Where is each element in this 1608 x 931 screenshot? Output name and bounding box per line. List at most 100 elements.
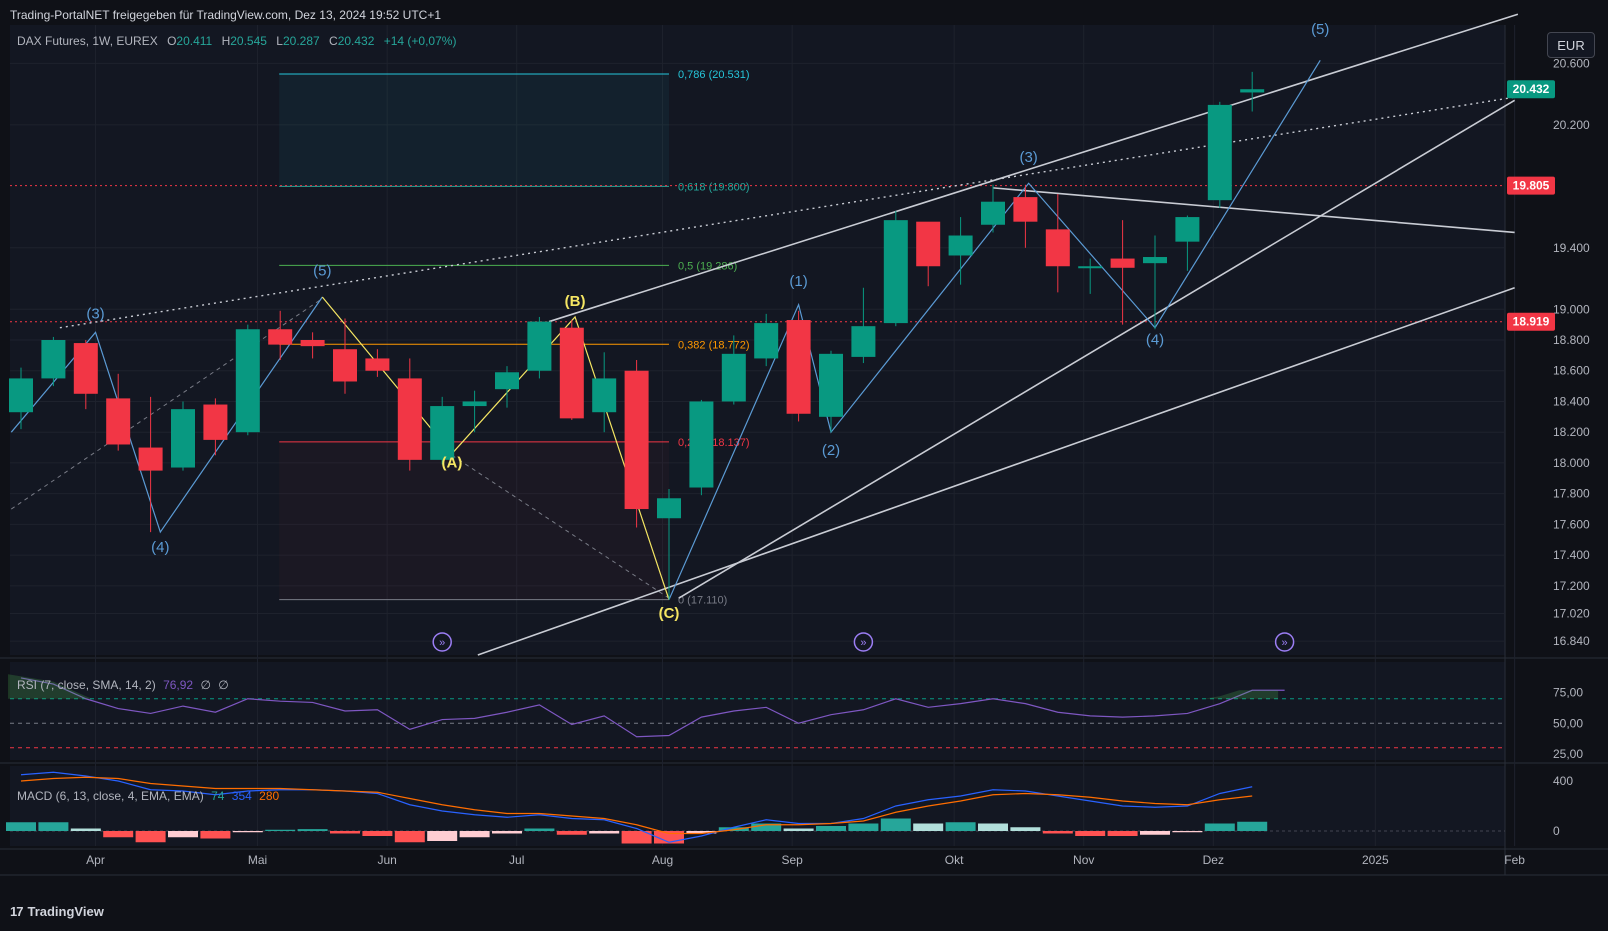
candle-body — [851, 326, 876, 357]
price-axis-label: 18.600 — [1553, 364, 1590, 378]
price-badge — [1507, 80, 1555, 99]
elliott-wave-label: (C) — [659, 605, 680, 622]
rsi-pane — [10, 662, 1505, 760]
macd-histogram-bar — [621, 831, 652, 844]
macd-value-signal: 280 — [259, 789, 280, 803]
price-axis-label: 19.000 — [1553, 302, 1590, 316]
macd-histogram-bar — [945, 822, 976, 831]
rsi-extra-1: ∅ — [200, 678, 211, 692]
candle-body — [171, 409, 195, 468]
time-axis-label: Aug — [652, 853, 673, 867]
elliott-wave-label: (A) — [442, 455, 463, 472]
elliott-wave-label: (5) — [313, 262, 331, 279]
event-marker-icon — [1274, 632, 1295, 652]
macd-histogram-bar — [265, 829, 296, 831]
candle-body — [365, 358, 390, 371]
fib-zone — [279, 74, 669, 187]
close-label: C — [329, 34, 338, 48]
candle-body — [754, 323, 779, 359]
macd-histogram-bar — [913, 823, 944, 831]
fib-level-label: 0,618 (19.800) — [678, 181, 750, 193]
candle-body — [1143, 257, 1167, 264]
currency-button[interactable]: EUR — [1547, 32, 1595, 58]
elliott-wave-label: (4) — [1146, 332, 1164, 349]
macd-histogram-bar — [362, 831, 393, 836]
macd-histogram-bar — [168, 831, 198, 838]
published-by-text: Trading-PortalNET freigegeben für Tradin… — [10, 8, 442, 22]
tradingview-logo-icon: 17 — [10, 904, 24, 919]
fib-level-label: 0,382 (18.772) — [678, 339, 750, 351]
macd-histogram-bar — [589, 831, 620, 834]
time-axis-label: 2025 — [1362, 853, 1389, 867]
macd-histogram-bar — [524, 828, 555, 831]
price-axis-label: 20.600 — [1553, 56, 1590, 70]
rsi-value: 76,92 — [163, 678, 194, 692]
price-axis-label: 17.600 — [1553, 517, 1590, 531]
candle-body — [883, 220, 908, 324]
candle-body — [333, 349, 357, 382]
rsi-overbought-fill — [1203, 690, 1279, 699]
macd-histogram-bar — [880, 818, 911, 831]
event-marker-icon — [432, 632, 452, 652]
fib-level-label: 0 (17.110) — [678, 595, 727, 607]
elliott-wave-label: (4) — [151, 539, 169, 556]
symbol-legend: DAX Futures, 1W, EUREX O20.411 H20.545 L… — [17, 34, 456, 48]
candle-body — [300, 340, 325, 347]
macd-histogram-bar — [459, 831, 490, 838]
macd-histogram-bar — [70, 828, 101, 831]
tradingview-logo[interactable]: 17 TradingView — [10, 904, 104, 919]
candle-body — [495, 372, 519, 390]
rsi-axis-label: 50,00 — [1553, 716, 1583, 730]
rsi-legend[interactable]: RSI (7, close, SMA, 14, 2) 76,92 ∅ ∅ — [17, 678, 229, 692]
macd-histogram-bar — [330, 831, 360, 834]
macd-histogram-bar — [200, 831, 231, 839]
time-axis-label: Dez — [1203, 853, 1224, 867]
macd-histogram-bar — [783, 828, 814, 831]
price-axis-label: 18.200 — [1553, 425, 1590, 439]
macd-histogram-bar — [103, 831, 134, 838]
price-axis-label: 18.800 — [1553, 333, 1590, 347]
rsi-extra-2: ∅ — [218, 678, 229, 692]
macd-value-hist: 74 — [211, 789, 225, 803]
macd-histogram-bar — [751, 823, 782, 831]
candle-body — [1110, 258, 1135, 268]
candle-body — [203, 404, 228, 440]
price-axis-label: 19.400 — [1553, 241, 1590, 255]
macd-histogram-bar — [427, 831, 458, 841]
price-axis-label: 17.200 — [1553, 579, 1590, 593]
symbol-name[interactable]: DAX Futures, 1W, EUREX — [17, 34, 158, 48]
macd-histogram-bar — [1010, 827, 1041, 831]
time-axis-label: Sep — [781, 853, 803, 867]
time-axis-label: Apr — [86, 853, 105, 867]
macd-name: MACD (6, 13, close, 4, EMA, EMA) — [17, 789, 204, 803]
time-axis-label: Jul — [509, 853, 524, 867]
macd-histogram-bar — [816, 826, 846, 831]
price-axis-label: 17.400 — [1553, 548, 1590, 562]
macd-histogram-bar — [1237, 821, 1268, 831]
macd-histogram-bar — [1140, 831, 1170, 835]
macd-legend[interactable]: MACD (6, 13, close, 4, EMA, EMA) 74 354 … — [17, 789, 279, 803]
signal-line — [20, 776, 1253, 835]
dashed-trendline — [451, 454, 670, 599]
macd-histogram-bar — [492, 831, 522, 834]
candle-body — [1013, 197, 1038, 222]
candle-body — [527, 321, 552, 371]
candle-body — [1207, 104, 1232, 201]
elliott-wave-label: (3) — [86, 305, 104, 322]
candle-body — [268, 329, 293, 345]
candle-body — [235, 329, 260, 433]
low-label: L — [276, 34, 283, 48]
fib-level-label: 0,5 (19.286) — [678, 260, 737, 272]
macd-histogram-bar — [38, 822, 69, 831]
candle-body — [1240, 89, 1265, 93]
candle-body — [559, 327, 584, 419]
price-axis-label: 17.800 — [1553, 487, 1590, 501]
macd-histogram-bar — [1172, 831, 1203, 833]
candle-body — [689, 401, 714, 488]
close-value: 20.432 — [337, 34, 375, 48]
lower-channel-line — [477, 287, 1515, 656]
macd-histogram-bar — [394, 831, 425, 843]
elliott-wave-label: (B) — [565, 293, 586, 310]
price-badge-label: 18.919 — [1513, 315, 1550, 329]
